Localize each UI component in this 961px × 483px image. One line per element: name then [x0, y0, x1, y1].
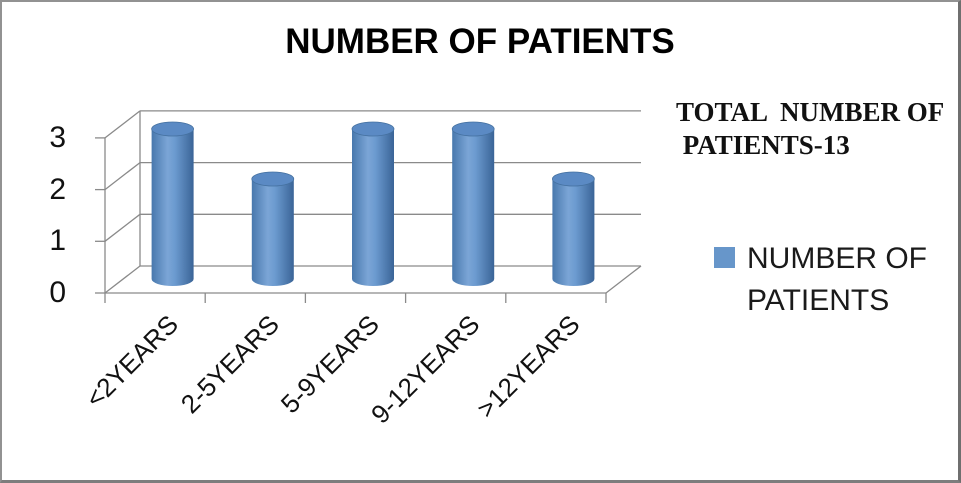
cylinder-top-4	[552, 171, 595, 187]
legend-marker-icon	[714, 247, 735, 268]
gridline-connector-0	[104, 265, 141, 294]
cylinder-top-3	[451, 121, 495, 137]
legend: NUMBER OF PATIENTS	[714, 238, 950, 322]
y-axis-tick-label-0: 0	[49, 276, 66, 309]
cylinder-bar-2	[352, 129, 394, 286]
gridline-connector-2	[104, 162, 141, 191]
cylinder-bar-0	[151, 129, 194, 286]
cylinder-bar-3	[452, 129, 495, 286]
annotation-line1: TOTAL NUMBER OF	[676, 97, 945, 127]
legend-series-label: NUMBER OF PATIENTS	[747, 242, 927, 317]
cylinder-bar-4	[552, 179, 595, 286]
cylinder-top-1	[251, 171, 295, 187]
chart-title: NUMBER OF PATIENTS	[285, 22, 675, 61]
floor-right-edge	[605, 265, 642, 294]
gridline-connector-3	[104, 110, 141, 139]
cylinder-top-0	[151, 121, 195, 137]
gridline-connector-1	[104, 213, 141, 242]
y-axis-tick-label-3: 3	[49, 120, 66, 154]
total-patients-textbox: TOTAL NUMBER OF PATIENTS-13	[676, 96, 961, 162]
cylinder-bar-1	[251, 179, 294, 286]
y-axis-tick-label-1: 1	[49, 224, 66, 258]
cylinder-top-2	[351, 121, 395, 137]
y-axis-tick-label-2: 2	[49, 172, 66, 206]
annotation-line2: PATIENTS-13	[676, 130, 850, 160]
